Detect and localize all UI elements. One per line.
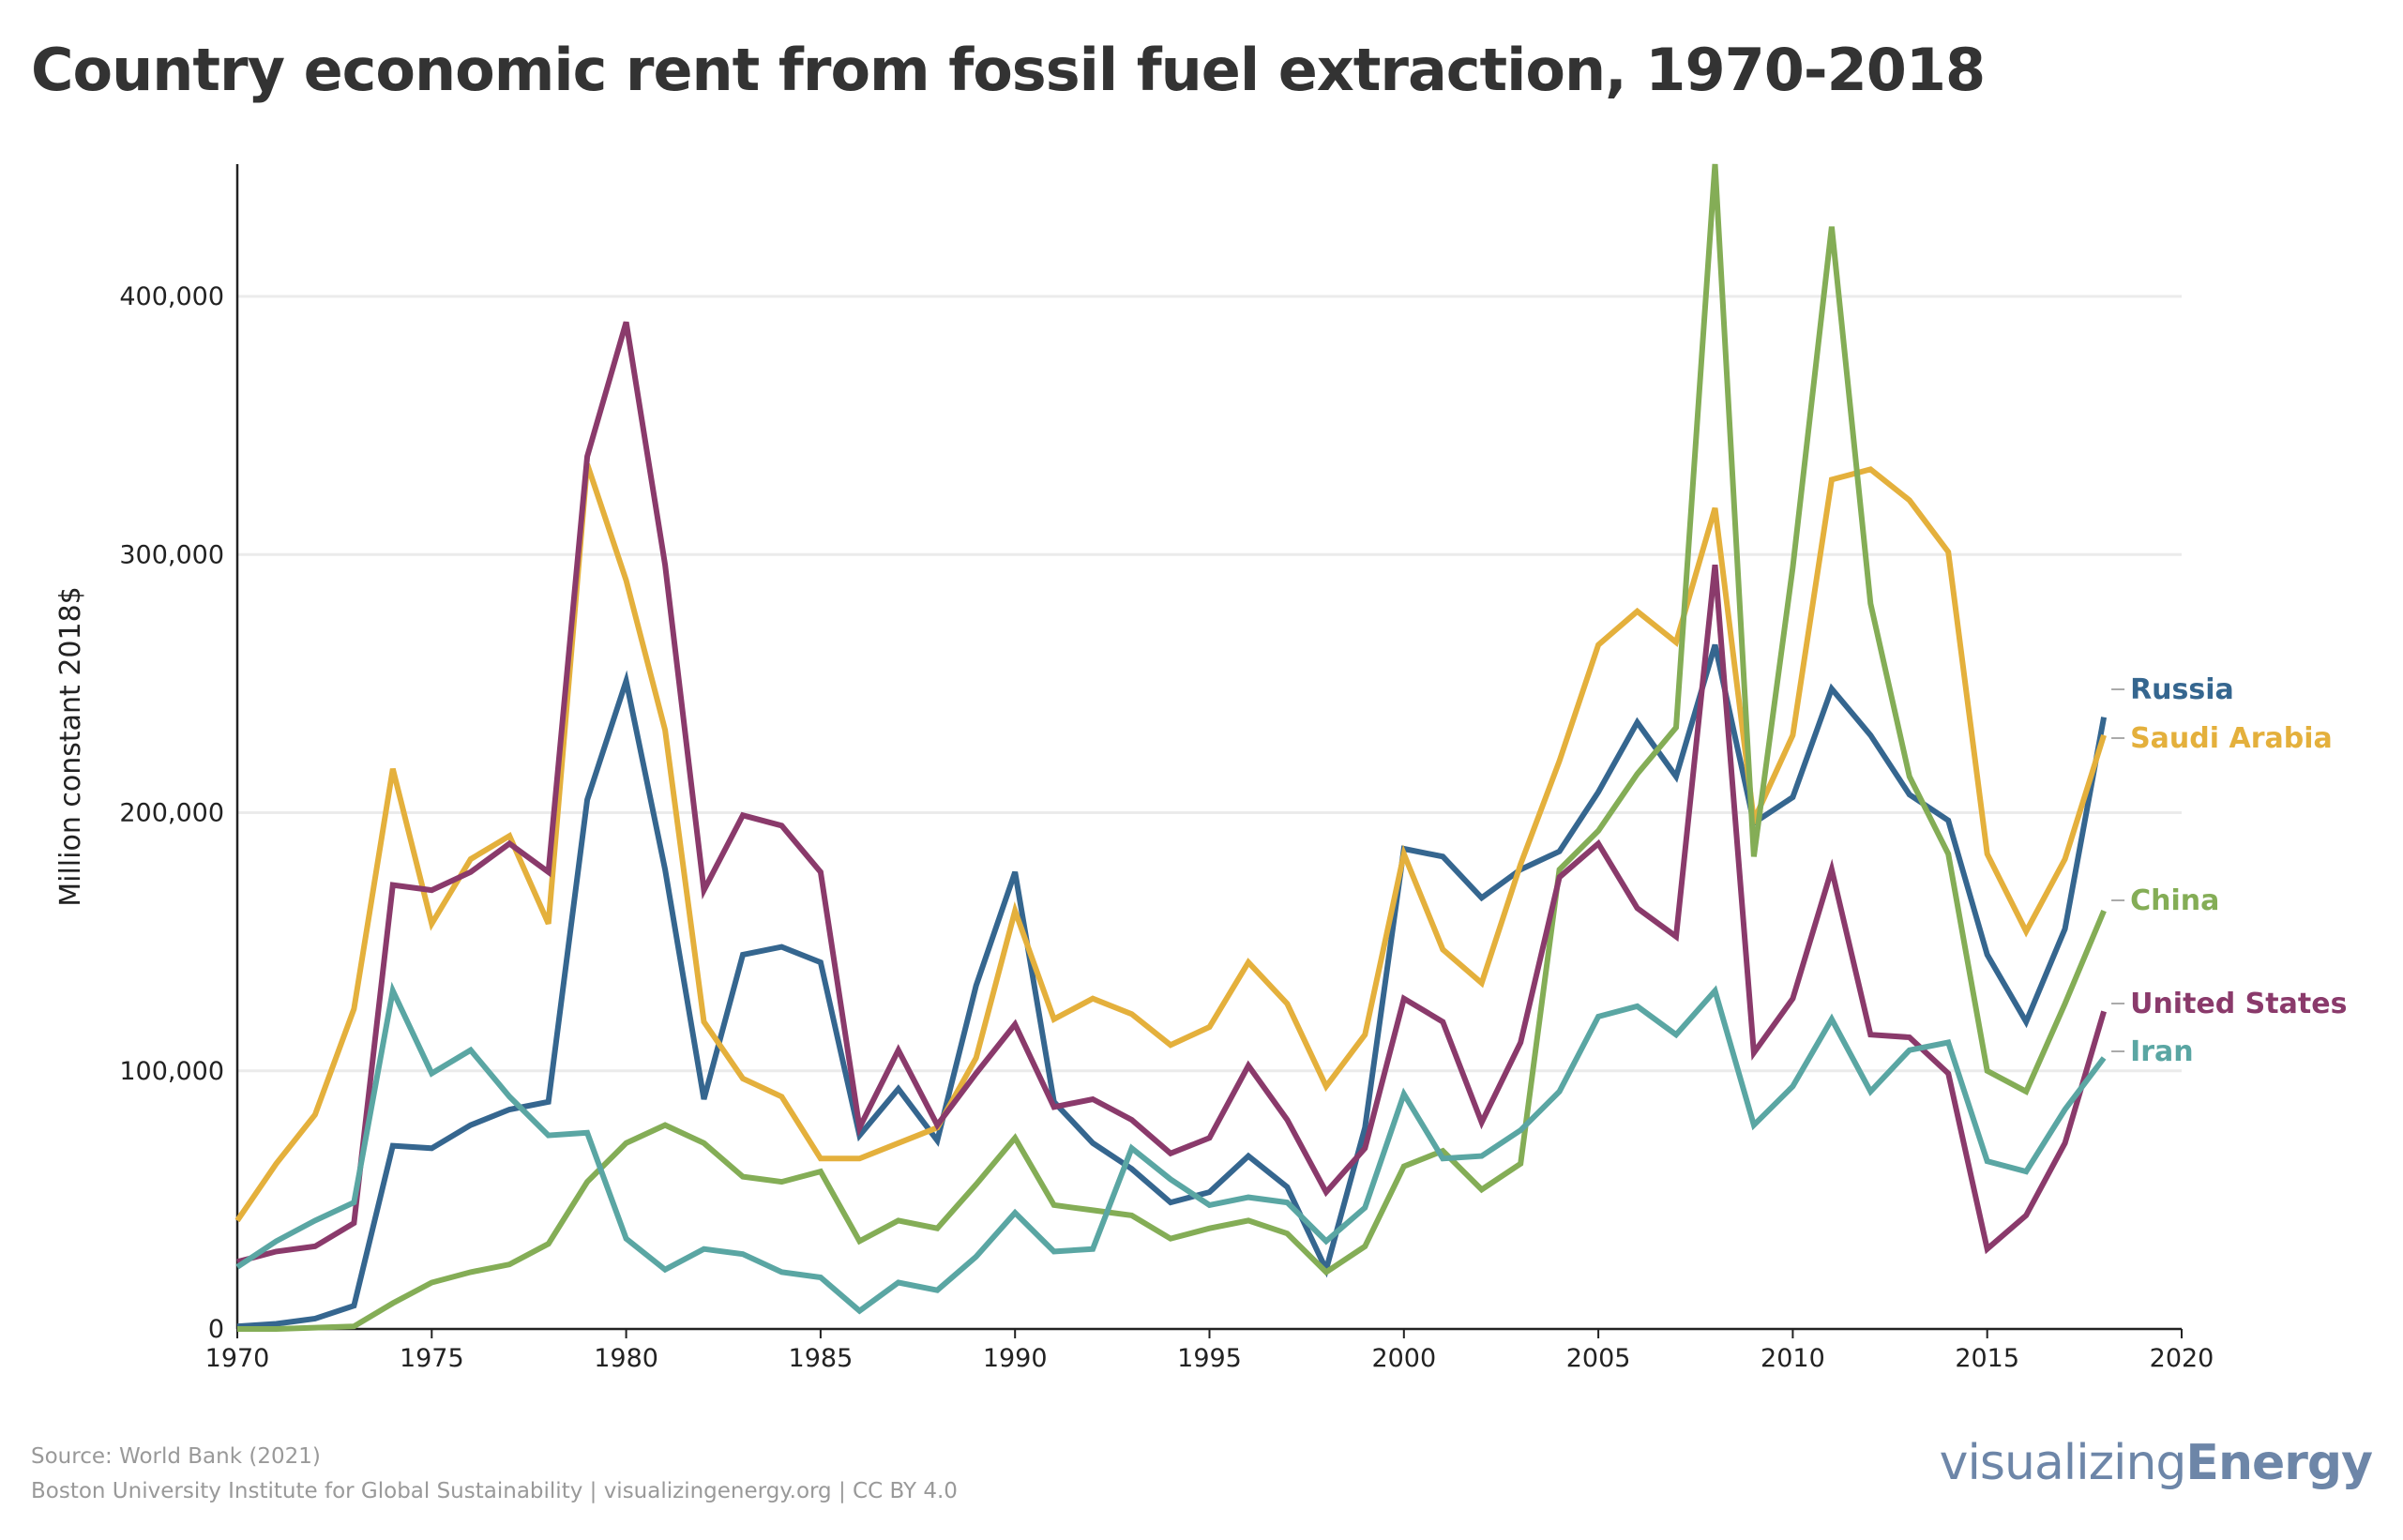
y-tick-label: 300,000: [119, 540, 224, 569]
series-label: Saudi Arabia: [2130, 722, 2333, 755]
series-line-iran: [235, 981, 2107, 1315]
series-label: Russia: [2130, 673, 2234, 706]
y-tick-label: 200,000: [119, 799, 224, 828]
y-tick-label: 100,000: [119, 1057, 224, 1086]
series-line-saudi-arabia: [234, 462, 2107, 1223]
x-tick-label: 2000: [1371, 1344, 1436, 1373]
series-label: Iran: [2130, 1035, 2194, 1068]
series-label: China: [2130, 884, 2219, 917]
series-line-russia: [236, 643, 2108, 1330]
chart-title: Country economic rent from fossil fuel e…: [31, 36, 1986, 104]
x-tick-label: 1990: [983, 1344, 1048, 1373]
x-tick-label: 2005: [1566, 1344, 1631, 1373]
logo-light: visualizing: [1939, 1435, 2187, 1491]
x-tick-label: 2015: [1955, 1344, 2019, 1373]
series-line-united-states: [236, 321, 2107, 1265]
y-tick-label: 0: [208, 1315, 224, 1344]
x-tick-label: 1995: [1177, 1344, 1242, 1373]
source-note: Source: World Bank (2021): [31, 1444, 321, 1469]
credit-note: Boston University Institute for Global S…: [31, 1479, 958, 1503]
x-tick-label: 1970: [205, 1344, 270, 1373]
y-axis-label: Million constant 2018$: [54, 586, 87, 907]
series-label: United States: [2130, 988, 2347, 1020]
logo-bold: Energy: [2185, 1435, 2373, 1491]
x-tick-label: 2020: [2150, 1344, 2214, 1373]
x-tick-label: 1985: [789, 1344, 854, 1373]
x-tick-label: 1980: [594, 1344, 658, 1373]
x-tick-label: 2010: [1761, 1344, 1825, 1373]
logo: visualizingEnergy: [1939, 1435, 2373, 1491]
y-tick-label: 400,000: [119, 282, 224, 311]
series-line-china: [237, 163, 2107, 1332]
x-tick-label: 1975: [400, 1344, 464, 1373]
